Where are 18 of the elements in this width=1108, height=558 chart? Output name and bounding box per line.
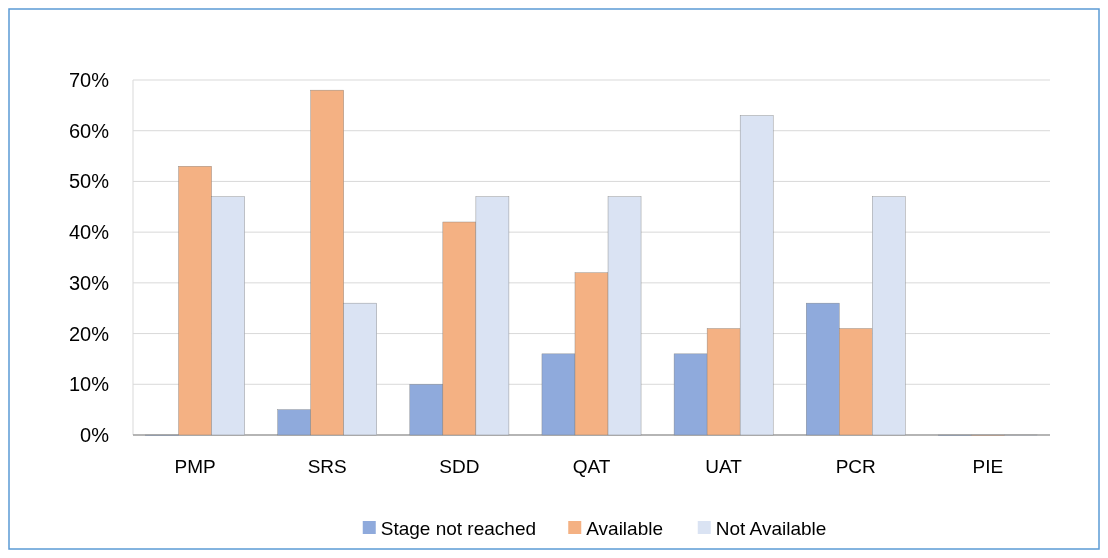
y-tick-label: 20% bbox=[68, 322, 110, 345]
y-tick-label: 10% bbox=[68, 373, 110, 396]
x-tick-label: SDD bbox=[439, 456, 480, 477]
y-tick-label: 70% bbox=[68, 69, 110, 91]
y-tick-label: 40% bbox=[68, 221, 110, 244]
x-tick-label: PCR bbox=[835, 456, 876, 477]
legend-label: Not Available bbox=[715, 517, 827, 539]
y-tick-label: 50% bbox=[68, 170, 110, 193]
x-tick-label: QAT bbox=[572, 456, 611, 477]
legend-label: Available bbox=[586, 517, 664, 539]
legend-label: Stage not reached bbox=[380, 517, 537, 539]
x-tick-label: SRS bbox=[307, 456, 347, 477]
y-tick-label: 60% bbox=[68, 119, 110, 142]
y-tick-label: 0% bbox=[80, 424, 110, 446]
x-tick-label: UAT bbox=[705, 456, 743, 477]
x-tick-label: PIE bbox=[972, 456, 1004, 477]
y-tick-label: 30% bbox=[68, 271, 110, 294]
x-tick-label: PMP bbox=[174, 456, 216, 477]
